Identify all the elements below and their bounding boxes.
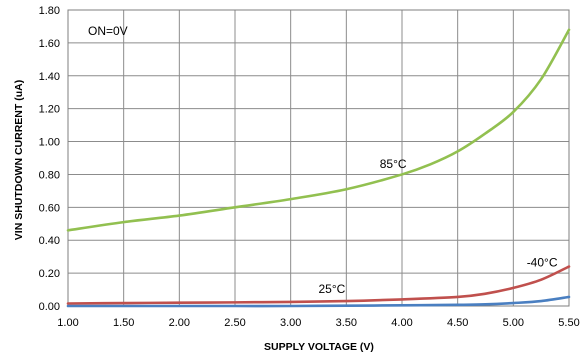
- labels: 85°C -40°C 25°C: [319, 157, 558, 296]
- x-axis-title: SUPPLY VOLTAGE (V): [264, 341, 374, 353]
- x-tick-label: 5.50: [558, 317, 579, 329]
- series-line-25c: [66, 295, 571, 308]
- x-tick-label: 3.00: [280, 317, 301, 329]
- x-tick-label: 2.00: [169, 317, 190, 329]
- series-label: -40°C: [527, 256, 558, 270]
- y-tick-label: 1.20: [39, 104, 60, 116]
- x-tick-label: 3.50: [336, 317, 357, 329]
- x-tick-label: 1.50: [113, 317, 134, 329]
- y-tick-label: 1.00: [39, 137, 60, 149]
- grid: [67, 9, 570, 307]
- series-label: 25°C: [319, 282, 346, 296]
- x-tick-label: 4.50: [447, 317, 468, 329]
- y-tick-label: 1.60: [39, 38, 60, 50]
- series-line-85c: [66, 28, 571, 232]
- x-tick-label: 1.00: [57, 317, 78, 329]
- plot-area-border: [67, 9, 570, 307]
- series-label: 85°C: [380, 157, 407, 171]
- y-tick-label: 1.80: [39, 5, 60, 17]
- annotation-on-0v: ON=0V: [88, 24, 128, 38]
- y-tick-label: 0.40: [39, 235, 60, 247]
- x-tick-label: 2.50: [224, 317, 245, 329]
- axes: 1.00 1.50 2.00 2.50 3.00 3.50 4.00 4.50 5.00 5.50…: [39, 5, 580, 329]
- x-tick-label: 5.00: [503, 317, 524, 329]
- y-tick-label: 0.80: [39, 169, 60, 181]
- y-tick-label: 0.20: [39, 268, 60, 280]
- y-axis-title: VIN SHUTDOWN CURRENT (uA): [13, 80, 25, 240]
- x-tick-label: 4.00: [391, 317, 412, 329]
- series-line-minus40c: [66, 265, 571, 305]
- y-tick-label: 0.60: [39, 202, 60, 214]
- y-tick-label: 0.00: [39, 301, 60, 313]
- series-lines: [66, 28, 571, 308]
- y-tick-label: 1.40: [39, 71, 60, 83]
